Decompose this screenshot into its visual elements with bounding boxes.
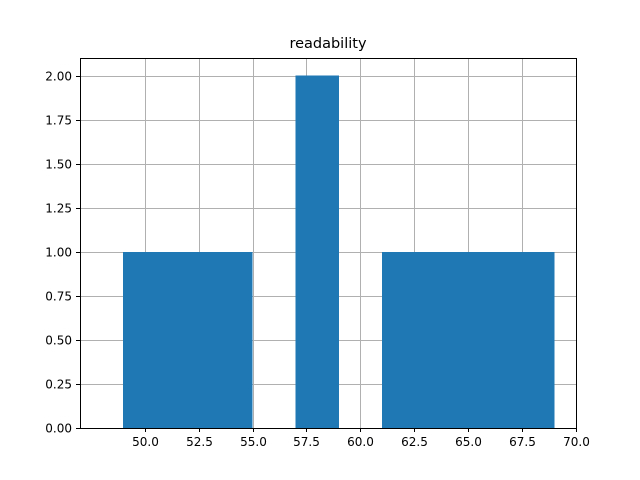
bars bbox=[123, 75, 555, 428]
y-tick-label: 1.50 bbox=[45, 158, 72, 172]
y-tick-label: 0.75 bbox=[45, 290, 72, 304]
histogram-bar bbox=[295, 75, 339, 428]
x-tick-label: 52.5 bbox=[186, 435, 213, 449]
x-tick-label: 57.5 bbox=[293, 435, 320, 449]
axes bbox=[80, 58, 577, 429]
x-tick-label: 62.5 bbox=[401, 435, 428, 449]
y-tick-label: 0.50 bbox=[45, 334, 72, 348]
plot-frame bbox=[80, 58, 577, 429]
y-tick-label: 1.00 bbox=[45, 246, 72, 260]
x-ticks: 50.0 52.5 55.0 57.5 60.0 62.5 65.0 67.5 70.0 bbox=[132, 428, 590, 449]
y-tick-label: 2.00 bbox=[45, 70, 72, 84]
histogram-bar bbox=[381, 251, 555, 428]
x-tick-label: 60.0 bbox=[347, 435, 374, 449]
y-tick-label: 0.00 bbox=[45, 422, 72, 436]
histogram-bar bbox=[123, 251, 253, 428]
x-tick-label: 65.0 bbox=[455, 435, 482, 449]
y-tick-label: 1.75 bbox=[45, 114, 72, 128]
y-tick-label: 1.25 bbox=[45, 202, 72, 216]
x-tick-label: 70.0 bbox=[563, 435, 590, 449]
x-tick-label: 55.0 bbox=[240, 435, 267, 449]
y-ticks: 0.00 0.25 0.50 0.75 1.00 1.25 1.50 1.75 2.00 bbox=[45, 70, 80, 436]
x-tick-label: 50.0 bbox=[132, 435, 159, 449]
y-tick-label: 0.25 bbox=[45, 378, 72, 392]
x-tick-label: 67.5 bbox=[509, 435, 536, 449]
chart-title: readability bbox=[289, 36, 367, 52]
